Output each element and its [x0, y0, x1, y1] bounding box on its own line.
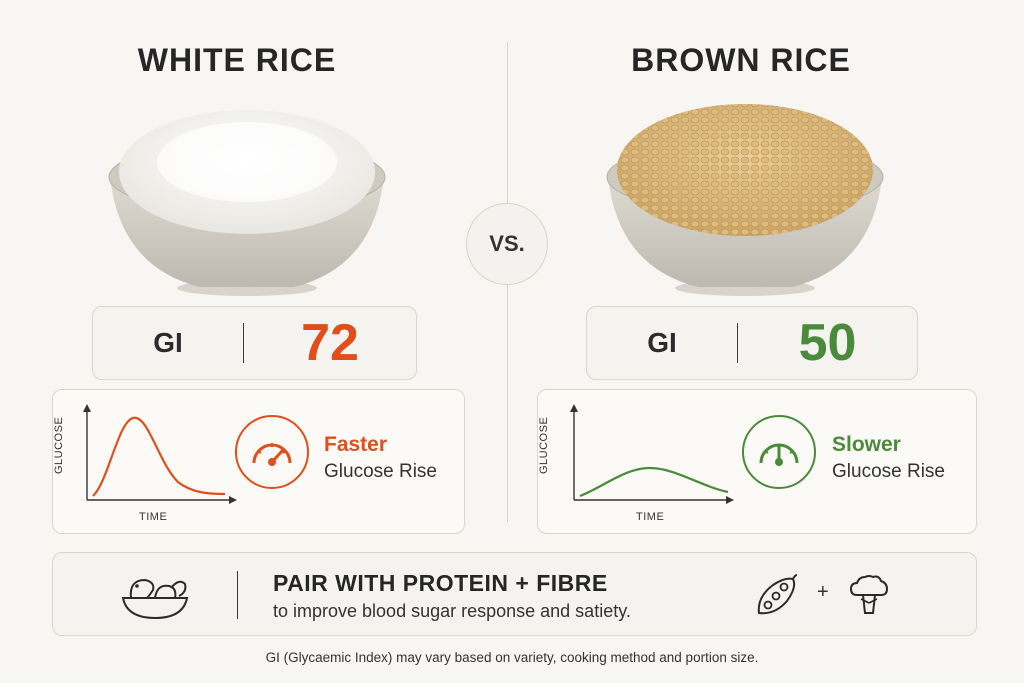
footnote: GI (Glycaemic Index) may vary based on v… — [265, 650, 759, 665]
brown-rice-title: BROWN RICE — [631, 42, 851, 78]
tip-separator — [237, 571, 238, 619]
tip-subtitle: to improve blood sugar response and sati… — [273, 601, 631, 621]
y-axis-label: GLUCOSE — [53, 416, 65, 474]
y-axis-label: GLUCOSE — [538, 416, 550, 474]
brown-rice-glucose-curve — [570, 404, 734, 504]
peas-icon — [757, 574, 798, 615]
white-rice-glucose-curve — [83, 404, 237, 504]
speedometer-slow-icon — [742, 415, 816, 489]
white-rice-bowl-image — [108, 110, 386, 296]
tip-box: PAIR WITH PROTEIN + FIBRE to improve blo… — [52, 552, 977, 636]
white-rice-gi-box: GI 72 — [92, 306, 417, 380]
protein-food-bowl-icon — [121, 578, 189, 620]
brown-rice-glucose-card: GLUCOSE TIME Slower Glucose Rise — [537, 389, 977, 534]
x-axis-label: TIME — [139, 511, 168, 523]
rise-speed-label: Faster — [324, 433, 388, 456]
white-rice-glucose-card: GLUCOSE TIME Faster Glucose Rise — [52, 389, 465, 534]
gi-label: GI — [153, 327, 183, 358]
x-axis-label: TIME — [636, 511, 665, 523]
white-rice-title: WHITE RICE — [137, 42, 337, 78]
brown-rice-gi-value: 50 — [798, 314, 857, 372]
vs-badge: VS. — [466, 203, 548, 285]
white-rice-gi-value: 72 — [301, 314, 359, 372]
brown-rice-bowl-image — [606, 104, 884, 296]
gi-separator — [737, 323, 738, 363]
rise-description: Glucose Rise — [324, 461, 437, 482]
rise-description: Glucose Rise — [832, 461, 945, 482]
speedometer-fast-icon — [235, 415, 309, 489]
rise-speed-label: Slower — [832, 433, 901, 456]
brown-rice-gi-box: GI 50 — [586, 306, 918, 380]
tip-title: PAIR WITH PROTEIN + FIBRE — [273, 570, 608, 596]
gi-label: GI — [647, 327, 677, 358]
gi-separator — [243, 323, 244, 363]
broccoli-icon — [849, 575, 889, 614]
plus-sign: + — [817, 581, 829, 603]
